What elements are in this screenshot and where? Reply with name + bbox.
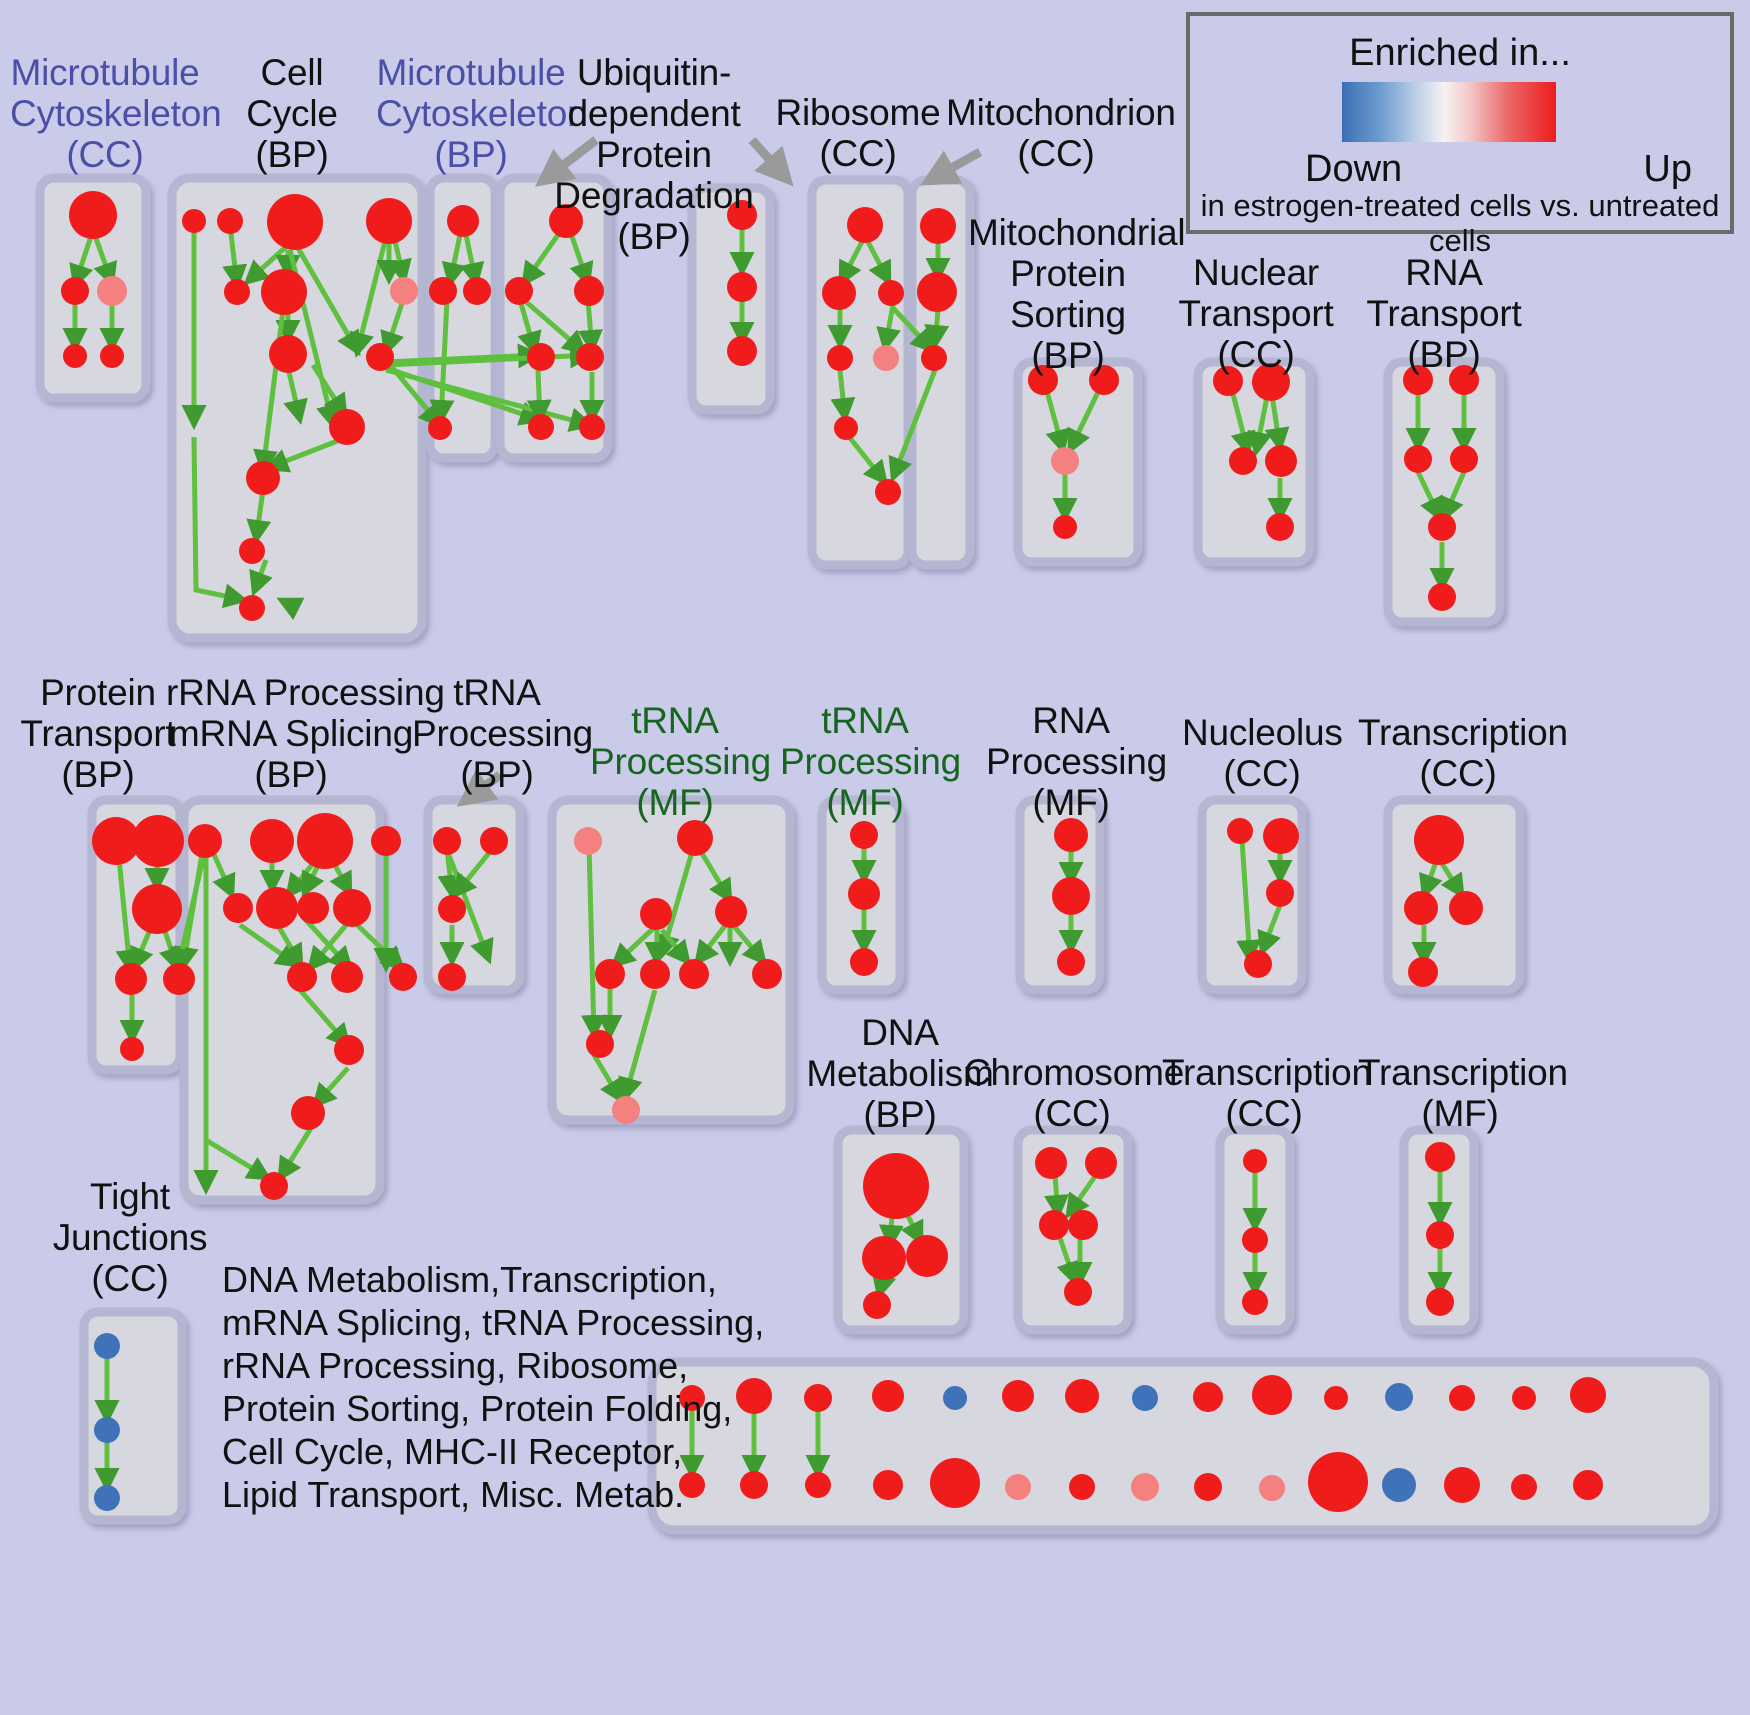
- legend-up-label: Up: [1643, 148, 1692, 190]
- cluster-label-transcription-mf: Transcription (MF): [1358, 1052, 1568, 1134]
- cluster-label-cell-cycle-bp: Cell Cycle (BP): [246, 52, 338, 175]
- cluster-label-mitochondrion-cc: Mitochondrion (CC): [946, 92, 1176, 174]
- cluster-label-nucleolus-cc: Nucleolus (CC): [1182, 712, 1343, 794]
- legend-subtitle: in estrogen-treated cells vs. untreated …: [1200, 188, 1720, 258]
- cluster-label-rna-transport-bp: RNA Transport (BP): [1366, 252, 1522, 375]
- cluster-label-ribosome-cc: Ribosome (CC): [775, 92, 941, 174]
- legend-title: Enriched in...: [1349, 32, 1571, 74]
- cluster-label-chromosome-cc: Chromosome (CC): [964, 1052, 1185, 1134]
- cluster-label-rrna-processing-mrna-splicing-bp: rRNA Processing mRNA Splicing (BP): [166, 672, 445, 795]
- cluster-label-protein-transport-bp: Protein Transport (BP): [20, 672, 176, 795]
- misc-category-list: DNA Metabolism,Transcription, mRNA Splic…: [222, 1259, 765, 1515]
- cluster-label-mitochondrial-protein-sorting-bp: Mitochondrial Protein Sorting (BP): [968, 212, 1186, 376]
- annotation-arrows: [456, 136, 983, 807]
- cluster-label-ubiquitin-dependent-protein-degradation-bp: Ubiquitin- dependent Protein Degradation…: [554, 52, 754, 257]
- legend-down-label: Down: [1305, 148, 1403, 190]
- cluster-label-transcription-cc-right: Transcription (CC): [1358, 712, 1568, 794]
- cluster-label-nuclear-transport-cc: Nuclear Transport (CC): [1178, 252, 1334, 375]
- legend-panel: Enriched in... Down Up in estrogen-treat…: [1186, 12, 1734, 258]
- cluster-label-transcription-cc: Transcription (CC): [1162, 1052, 1372, 1134]
- graph-edges: [62, 223, 1477, 1493]
- legend-color-gradient-bar: [1342, 82, 1556, 142]
- cluster-label-microtubule-cytoskeleton-cc: Microtubule Cytoskeleton (CC): [10, 52, 222, 175]
- cluster-label-trna-processing-mf-2: tRNA Processing (MF): [780, 700, 962, 823]
- cluster-label-trna-processing-mf-1: tRNA Processing (MF): [590, 700, 772, 823]
- cluster-label-tight-junctions-cc: Tight Junctions (CC): [52, 1176, 208, 1299]
- cluster-label-dna-metabolism-bp: DNA Metabolism (BP): [806, 1012, 994, 1135]
- graph-nodes: [61, 191, 1606, 1512]
- cluster-label-microtubule-cytoskeleton-bp: Microtubule Cytoskeleton (BP): [376, 52, 588, 175]
- cluster-label-rna-processing-mf: RNA Processing (MF): [986, 700, 1168, 823]
- cluster-label-trna-processing-bp: tRNA Processing (BP): [412, 672, 594, 795]
